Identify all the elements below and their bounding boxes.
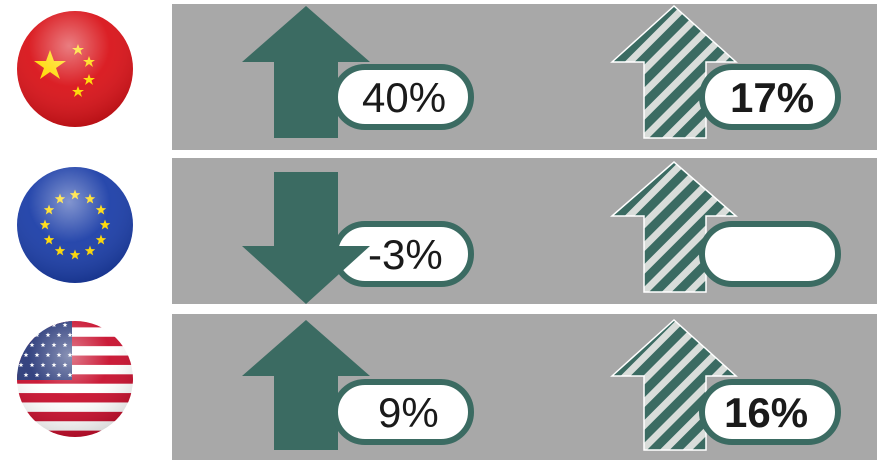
eu-flag-icon [14,164,136,286]
down-arrow-icon [242,172,370,304]
value-pill [332,64,474,130]
us-left-value: 9% [378,389,439,436]
value-pill [332,379,474,445]
china-left-value: 40% [362,74,447,121]
value-pill [699,64,841,130]
eu-row: -3% [172,158,877,304]
value-pill [699,221,841,287]
china-flag-icon [14,8,136,130]
eu-left-value: -3% [368,231,443,278]
value-pill [699,379,841,445]
us-row: 9% 16% [172,314,877,460]
china-right-value: 17% [730,74,815,121]
us-flag-icon [14,318,136,440]
us-right-value: 16% [724,389,809,436]
china-row: 40% 17% [172,4,877,150]
